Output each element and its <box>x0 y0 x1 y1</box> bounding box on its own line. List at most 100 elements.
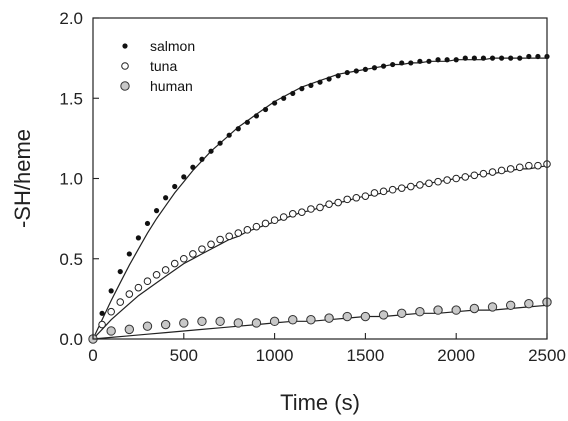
data-point-tuna <box>134 283 143 292</box>
data-point-salmon <box>172 183 178 190</box>
y-tick-label: 0.5 <box>59 250 83 269</box>
data-point-human <box>215 316 225 327</box>
data-point-salmon <box>199 156 205 162</box>
data-point-tuna <box>234 229 243 237</box>
y-tick-label: 1.5 <box>59 89 83 108</box>
data-point-salmon <box>163 195 169 201</box>
data-point-tuna <box>261 219 270 228</box>
data-point-human <box>469 303 480 314</box>
x-tick-label: 1000 <box>256 346 294 365</box>
data-point-salmon <box>253 113 260 119</box>
data-point-tuna <box>161 266 170 274</box>
data-point-salmon <box>190 164 196 170</box>
x-tick-label: 2500 <box>528 346 566 365</box>
legend-label-tuna: tuna <box>150 58 177 74</box>
data-point-salmon <box>135 235 141 241</box>
data-point-human <box>524 298 534 309</box>
fit-line-salmon <box>92 57 547 340</box>
data-point-tuna <box>279 213 288 221</box>
data-point-salmon <box>117 268 123 275</box>
data-point-salmon <box>272 100 278 106</box>
data-point-tuna <box>98 320 106 329</box>
data-point-salmon <box>108 288 114 294</box>
data-point-salmon <box>508 55 514 61</box>
y-axis-ticks: 0.0 0.5 1.0 1.5 2.0 <box>59 9 99 349</box>
data-point-tuna <box>252 222 261 231</box>
data-point-tuna <box>170 259 179 268</box>
legend-label-human: human <box>150 78 193 94</box>
data-point-salmon <box>317 79 323 85</box>
data-point-tuna <box>452 174 461 183</box>
data-point-tuna <box>488 168 497 176</box>
data-point-human <box>415 307 425 317</box>
data-point-tuna <box>343 195 352 204</box>
data-point-salmon <box>499 55 505 61</box>
data-point-salmon <box>535 53 541 60</box>
data-point-tuna <box>425 179 433 188</box>
data-point-tuna <box>207 240 215 249</box>
fit-line-tuna <box>92 165 548 340</box>
fit-line-human <box>92 304 548 340</box>
data-point-salmon <box>308 82 314 89</box>
data-point-salmon <box>489 55 496 61</box>
x-tick-label: 500 <box>170 346 198 365</box>
data-point-human <box>378 310 389 320</box>
data-point-salmon <box>99 310 105 316</box>
data-point-salmon <box>244 119 250 125</box>
y-tick-label: 0.0 <box>59 330 83 349</box>
data-point-tuna <box>388 185 397 194</box>
data-point-salmon <box>399 60 405 66</box>
data-point-salmon <box>226 132 232 138</box>
data-point-tuna <box>152 271 161 279</box>
data-point-tuna <box>361 192 370 200</box>
data-point-human <box>433 305 443 315</box>
data-point-tuna <box>189 250 197 258</box>
data-point-tuna <box>107 307 115 316</box>
data-point-human <box>106 326 116 336</box>
data-point-human <box>505 300 516 310</box>
data-point-salmon <box>299 86 305 92</box>
data-point-salmon <box>290 90 296 97</box>
data-point-salmon <box>371 65 378 71</box>
data-point-salmon <box>144 220 151 227</box>
legend-marker-salmon <box>122 43 128 49</box>
data-point-tuna <box>216 235 224 244</box>
data-point-tuna <box>325 200 333 208</box>
data-point-salmon <box>326 76 332 82</box>
data-point-human <box>160 319 171 330</box>
data-point-tuna <box>479 169 488 178</box>
data-point-salmon <box>362 66 368 72</box>
data-point-tuna <box>461 173 470 181</box>
data-point-human <box>197 316 207 327</box>
data-point-tuna <box>288 210 297 218</box>
data-point-tuna <box>497 166 506 175</box>
data-point-salmon <box>435 57 441 63</box>
data-point-salmon <box>517 55 523 61</box>
data-point-tuna <box>407 182 415 191</box>
data-point-tuna <box>470 171 479 180</box>
data-point-human <box>179 318 189 328</box>
legend-label-salmon: salmon <box>150 38 195 54</box>
data-point-salmon <box>126 251 132 257</box>
data-point-tuna <box>334 198 342 207</box>
data-point-tuna <box>180 254 188 263</box>
x-axis-ticks: 0 500 1000 1500 2000 2500 <box>88 333 566 365</box>
data-point-tuna <box>243 226 252 234</box>
data-point-salmon <box>262 106 269 113</box>
data-point-human <box>306 315 316 325</box>
x-tick-label: 0 <box>88 346 97 365</box>
data-point-human <box>142 321 153 331</box>
data-point-human <box>360 311 371 322</box>
data-point-salmon <box>235 126 241 132</box>
data-point-human <box>124 324 135 335</box>
data-point-salmon <box>417 58 423 64</box>
data-point-salmon <box>380 63 387 69</box>
legend-marker-tuna <box>121 62 129 70</box>
data-point-tuna <box>434 177 442 186</box>
data-point-tuna <box>525 161 533 170</box>
data-point-salmon <box>480 55 487 61</box>
data-point-tuna <box>443 176 451 184</box>
fit-lines <box>92 57 548 340</box>
data-point-tuna <box>352 193 361 202</box>
